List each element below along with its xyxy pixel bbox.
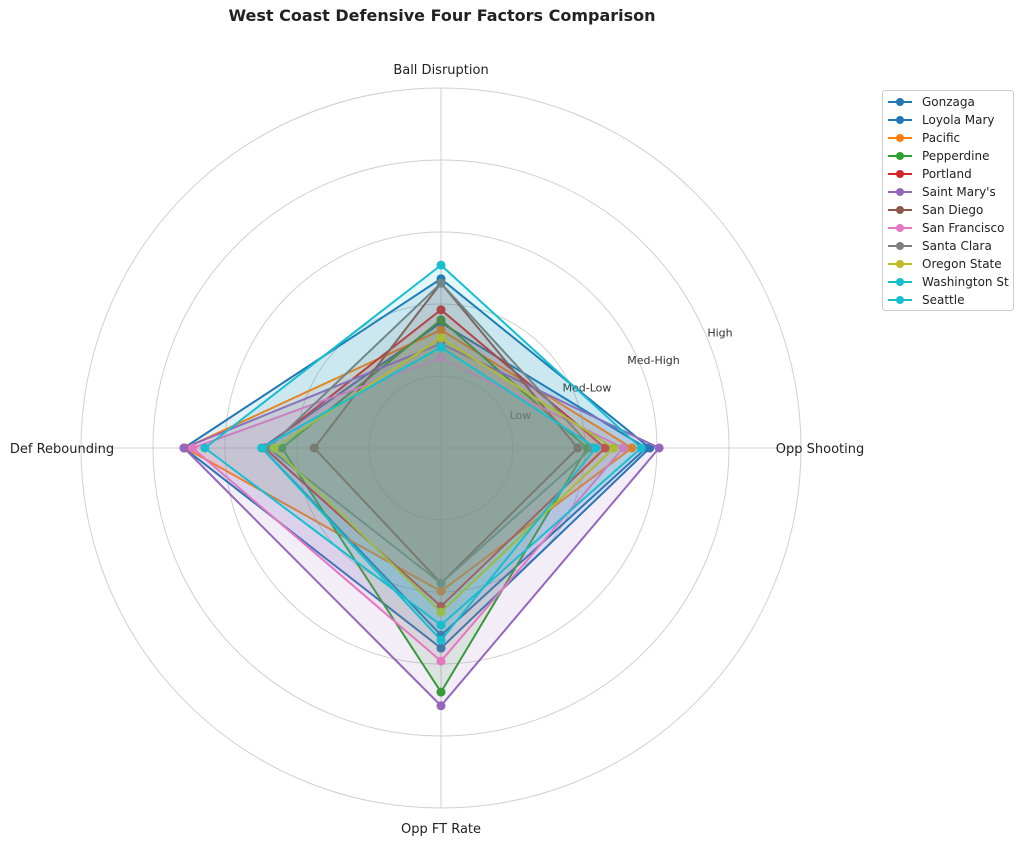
legend-item: Pepperdine [888, 149, 989, 163]
axis-label: Opp Shooting [776, 442, 864, 457]
axis-label: Def Rebounding [10, 442, 114, 457]
legend-item: Santa Clara [888, 239, 992, 253]
data-point [600, 443, 610, 453]
data-point [436, 353, 446, 363]
data-point [188, 443, 198, 453]
legend-label: Santa Clara [922, 239, 992, 253]
data-point [269, 443, 279, 453]
data-point [277, 443, 287, 453]
legend-label: Washington St [922, 275, 1009, 289]
series-san-francisco [188, 353, 628, 666]
legend-item: San Diego [888, 203, 983, 217]
data-point [436, 305, 446, 315]
data-point [609, 443, 619, 453]
data-point [591, 443, 601, 453]
legend-label: Pepperdine [922, 149, 989, 163]
data-point [436, 260, 446, 270]
legend-label: Portland [922, 167, 972, 181]
series-fill [273, 337, 614, 613]
legend-label: Loyola Mary [922, 113, 995, 127]
series-washington-st [200, 260, 646, 630]
legend-item: Pacific [888, 131, 960, 145]
data-point [436, 315, 446, 325]
series-fill [185, 329, 632, 592]
data-point [436, 586, 446, 596]
data-point [257, 443, 267, 453]
legend-item: Seattle [888, 293, 964, 307]
series-fill [183, 343, 660, 706]
series-fill [204, 265, 642, 626]
radial-tick-label: Med-High [627, 354, 680, 367]
legend-item: Saint Mary's [888, 185, 996, 199]
legend-label: San Francisco [922, 221, 1004, 235]
axis-label: Ball Disruption [393, 63, 488, 78]
data-point [436, 620, 446, 630]
legend-label: Pacific [922, 131, 960, 145]
data-point [636, 443, 646, 453]
legend-item: San Francisco [888, 221, 1004, 235]
series-seattle [257, 342, 601, 645]
series-fill [192, 358, 624, 662]
axis-label: Opp FT Rate [401, 822, 481, 837]
series-fill [264, 309, 606, 607]
legend-item: Washington St [888, 275, 1009, 289]
series-fill [183, 278, 650, 649]
chart-title: West Coast Defensive Four Factors Compar… [228, 6, 656, 25]
radial-tick-label: High [707, 326, 732, 339]
data-point [436, 333, 446, 343]
legend-label: Oregon State [922, 257, 1002, 271]
data-point [436, 656, 446, 666]
legend-label: Gonzaga [922, 95, 975, 109]
data-point [627, 443, 637, 453]
data-point [436, 643, 446, 653]
legend-label: Saint Mary's [922, 185, 996, 199]
radial-tick-label: Med-Low [563, 382, 612, 395]
series-fill [281, 319, 588, 693]
legend-item: Portland [888, 167, 972, 181]
series-oregon-state [269, 333, 619, 617]
legend-label: San Diego [922, 203, 983, 217]
data-point [654, 443, 664, 453]
data-point [436, 635, 446, 645]
legend-item: Loyola Mary [888, 113, 995, 127]
legend-item: Oregon State [888, 257, 1002, 271]
data-point [436, 342, 446, 352]
legend: Gonzaga Loyola Mary Pacific Pepperdine Portl… [882, 90, 1014, 311]
data-point [309, 443, 319, 453]
series-fill [268, 283, 593, 584]
data-point [436, 607, 446, 617]
series-fill [314, 283, 578, 584]
data-point [436, 325, 446, 335]
legend-label: Seattle [922, 293, 964, 307]
data-point [436, 687, 446, 697]
data-point [573, 443, 583, 453]
legend-item: Gonzaga [888, 95, 975, 109]
data-point [436, 278, 446, 288]
data-point [436, 578, 446, 588]
data-point [179, 443, 189, 453]
radial-tick-label: Low [510, 409, 532, 422]
data-point [618, 443, 628, 453]
series-fill [261, 347, 596, 641]
data-point [200, 443, 210, 453]
data-point [436, 701, 446, 711]
